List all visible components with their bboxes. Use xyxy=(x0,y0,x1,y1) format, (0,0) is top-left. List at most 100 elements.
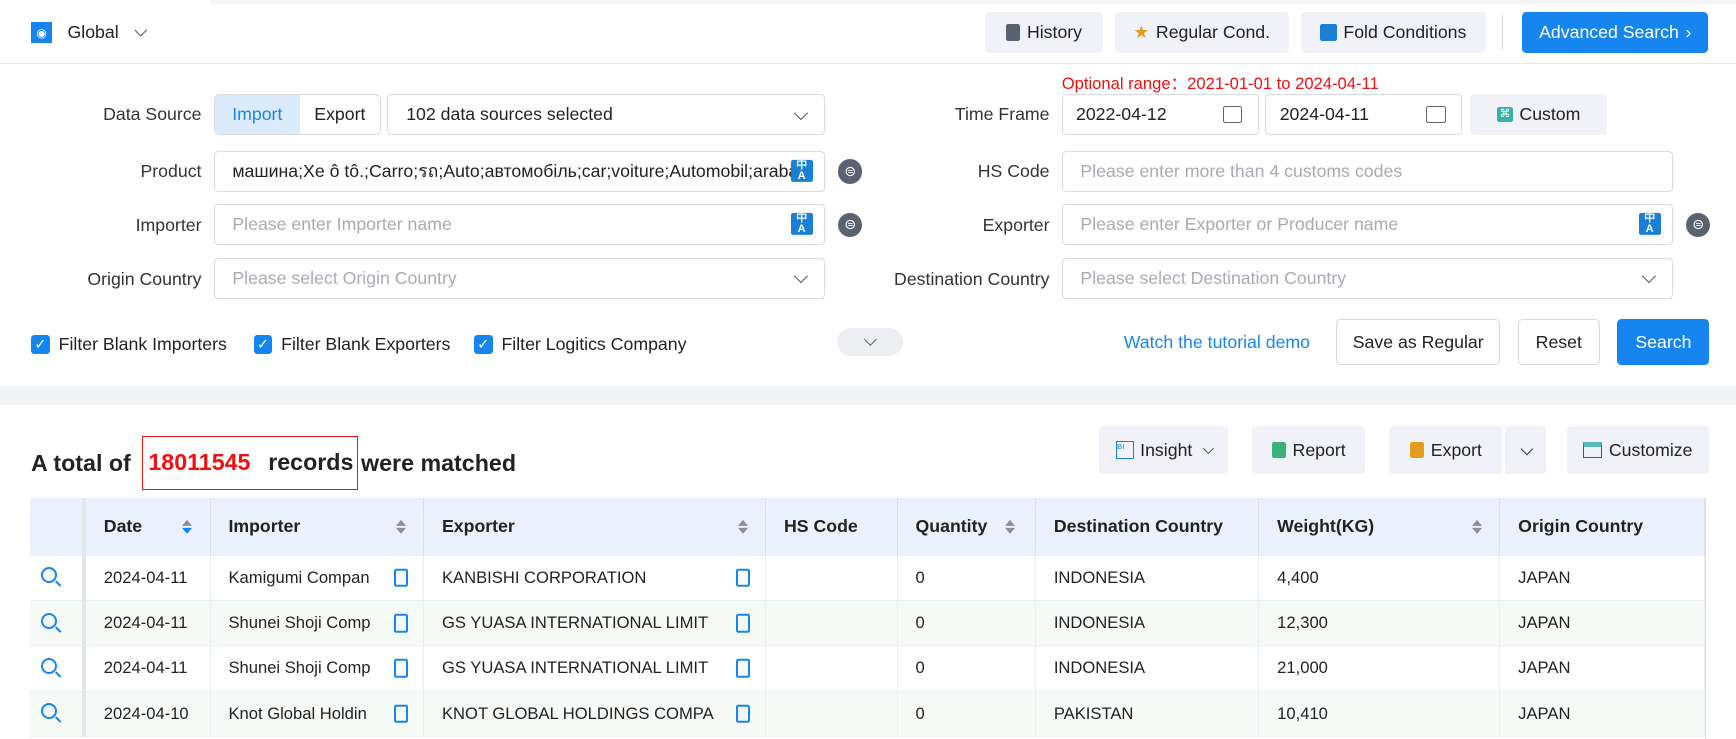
destination-placeholder: Please select Destination Country xyxy=(1080,267,1347,288)
reset-button[interactable]: Reset xyxy=(1517,318,1600,366)
filter-blank-exporters-checkbox[interactable]: ✓ Filter Blank Exporters xyxy=(253,334,451,355)
region-selector[interactable]: ◉ Global xyxy=(30,22,148,44)
export-tab[interactable]: Export xyxy=(314,104,366,125)
checkbox-label: Filter Blank Exporters xyxy=(281,334,451,355)
chevron-down-icon xyxy=(1520,442,1533,455)
export-button[interactable]: Export xyxy=(1389,426,1503,474)
cell-value: Kamigumi Compan xyxy=(228,567,370,587)
magnifier-icon[interactable] xyxy=(40,567,62,587)
copy-icon[interactable] xyxy=(393,659,408,678)
cell-value: PAKISTAN xyxy=(1053,703,1134,723)
hs-code-input[interactable]: Please enter more than 4 customs codes xyxy=(1061,150,1673,192)
magnifier-icon[interactable] xyxy=(40,703,62,723)
data-source-select[interactable]: 102 data sources selected xyxy=(387,94,825,136)
export-dropdown-button[interactable] xyxy=(1504,426,1546,474)
cell-value: GS YUASA INTERNATIONAL LIMIT xyxy=(441,613,709,633)
sort-icon[interactable] xyxy=(1471,519,1482,535)
destination-country-label: Destination Country xyxy=(894,269,1050,290)
start-date-input[interactable]: 2022-04-12 xyxy=(1061,94,1259,136)
cell-value: 21,000 xyxy=(1277,658,1328,678)
records-word: records xyxy=(268,449,354,476)
custom-button[interactable]: ⌘ Custom xyxy=(1470,94,1608,136)
data-source-label: Data Source xyxy=(103,104,202,125)
history-icon xyxy=(1005,24,1021,41)
report-button[interactable]: Report xyxy=(1252,426,1366,474)
cell-value: 2024-04-11 xyxy=(103,613,188,633)
importer-input[interactable]: Please enter Importer name 中 A xyxy=(213,203,825,245)
filter-logistics-checkbox[interactable]: ✓ Filter Logitics Company xyxy=(473,334,686,355)
magnifier-icon[interactable] xyxy=(40,612,62,633)
copy-icon[interactable] xyxy=(735,704,750,723)
data-source-toggle[interactable]: Import Export xyxy=(213,94,381,136)
header-exporter[interactable]: Exporter xyxy=(423,498,767,556)
tutorial-link[interactable]: Watch the tutorial demo xyxy=(1123,332,1311,353)
copy-icon[interactable] xyxy=(393,704,408,723)
header-label: Origin Country xyxy=(1518,516,1644,537)
end-date-input[interactable]: 2024-04-11 xyxy=(1265,94,1463,136)
customize-button[interactable]: Customize xyxy=(1566,426,1710,474)
header-destination-country: Destination Country xyxy=(1035,498,1260,556)
fold-conditions-button[interactable]: Fold Conditions xyxy=(1300,12,1486,54)
region-label: Global xyxy=(67,22,119,43)
magnifier-icon[interactable] xyxy=(40,657,62,678)
cell-value: JAPAN xyxy=(1518,658,1571,678)
copy-icon[interactable] xyxy=(735,613,750,633)
cell-hs-code xyxy=(765,645,898,692)
advanced-search-button[interactable]: Advanced Search › xyxy=(1522,12,1709,54)
cell-value: JAPAN xyxy=(1518,703,1571,723)
copy-icon[interactable] xyxy=(393,613,408,633)
product-input[interactable]: машина;Xe ô tô.;Carro;รถ;Auto;автомобіль… xyxy=(213,150,825,192)
filter-blank-importers-checkbox[interactable]: ✓ Filter Blank Importers xyxy=(30,334,227,355)
cell-value: GS YUASA INTERNATIONAL LIMIT xyxy=(441,658,709,678)
hs-code-label: HS Code xyxy=(977,160,1050,181)
table-row: 2024-04-11 Kamigumi Compan KANBISHI CORPOR… xyxy=(29,555,1706,602)
header-origin-country: Origin Country xyxy=(1499,498,1706,556)
cell-importer: Shunei Shoji Comp xyxy=(210,645,425,692)
cell-value: INDONESIA xyxy=(1053,658,1146,678)
search-similar-icon[interactable]: ⊜ xyxy=(838,159,863,184)
insight-button[interactable]: BI Insight xyxy=(1099,426,1228,474)
expand-conditions-button[interactable] xyxy=(836,327,904,357)
sort-icon[interactable] xyxy=(182,519,193,535)
copy-icon[interactable] xyxy=(393,568,408,588)
header-date[interactable]: Date xyxy=(84,498,211,556)
save-as-regular-button[interactable]: Save as Regular xyxy=(1336,318,1501,366)
header-quantity[interactable]: Quantity xyxy=(897,498,1037,556)
cell-hs-code xyxy=(765,600,898,647)
chevron-down-icon xyxy=(134,24,148,37)
search-similar-icon[interactable]: ⊜ xyxy=(1686,212,1711,237)
header-importer[interactable]: Importer xyxy=(210,498,425,556)
cell-origin-country: JAPAN xyxy=(1499,555,1706,602)
search-button[interactable]: Search xyxy=(1617,318,1710,366)
cell-date: 2024-04-11 xyxy=(84,645,211,692)
cell-value: 0 xyxy=(915,567,925,587)
copy-icon[interactable] xyxy=(735,659,750,678)
sort-icon[interactable] xyxy=(395,519,406,535)
origin-country-select[interactable]: Please select Origin Country xyxy=(213,257,825,299)
start-date-value: 2022-04-12 xyxy=(1075,104,1167,125)
product-label: Product xyxy=(140,160,202,181)
exporter-placeholder: Please enter Exporter or Producer name xyxy=(1080,213,1399,234)
header-weight[interactable]: Weight(KG) xyxy=(1258,498,1501,556)
search-similar-icon[interactable]: ⊜ xyxy=(838,212,863,237)
cell-destination-country: INDONESIA xyxy=(1035,555,1260,602)
export-label: Export xyxy=(1430,439,1482,460)
cell-origin-country: JAPAN xyxy=(1499,691,1706,737)
command-icon: ⌘ xyxy=(1497,106,1513,123)
history-button[interactable]: History xyxy=(985,12,1103,54)
row-detail-cell xyxy=(29,555,87,602)
cell-exporter: KANBISHI CORPORATION xyxy=(423,555,767,602)
import-tab[interactable]: Import xyxy=(214,95,300,135)
record-count: 18011545 xyxy=(148,449,251,476)
sort-icon[interactable] xyxy=(737,519,748,535)
exporter-input[interactable]: Please enter Exporter or Producer name 中 A xyxy=(1061,203,1673,245)
sort-icon[interactable] xyxy=(1005,519,1016,535)
destination-country-select[interactable]: Please select Destination Country xyxy=(1061,257,1673,299)
regular-conditions-button[interactable]: ★ Regular Cond. xyxy=(1114,12,1289,54)
copy-icon[interactable] xyxy=(735,568,750,588)
table-row: 2024-04-11 Shunei Shoji Comp GS YUASA INTE… xyxy=(29,600,1706,647)
header-label: Weight(KG) xyxy=(1277,516,1375,537)
